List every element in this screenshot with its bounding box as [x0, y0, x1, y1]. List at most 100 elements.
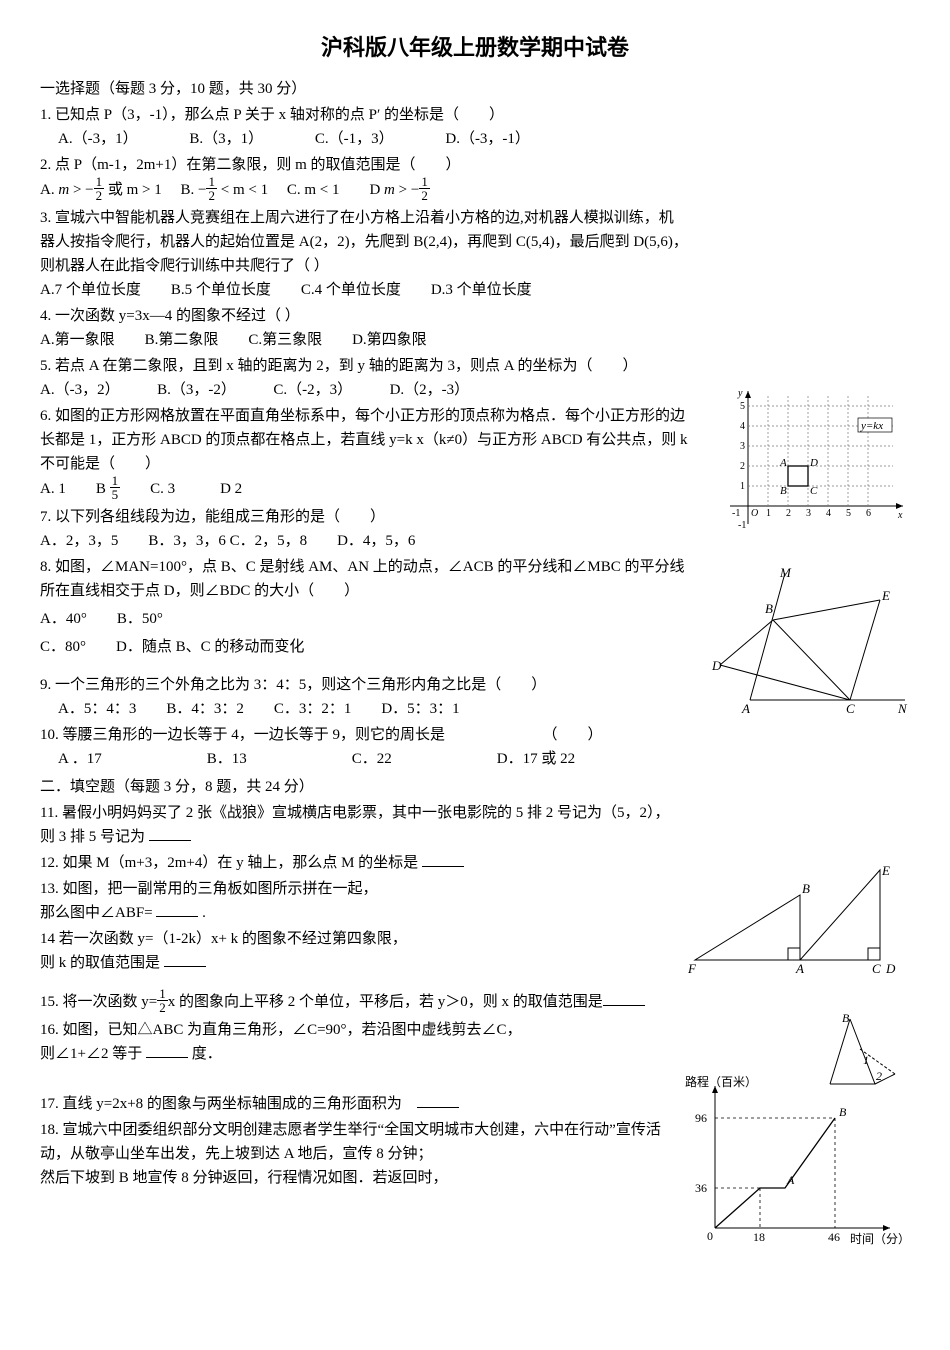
svg-text:5: 5 [740, 401, 745, 412]
q2-frac-b-num: 1 [206, 175, 217, 189]
q15-post: x 的图象向上平移 2 个单位，平移后，若 y＞0，则 x 的取值范围是 [168, 994, 603, 1010]
q2-frac-d-den: 2 [419, 189, 430, 202]
svg-text:1: 1 [740, 481, 745, 492]
svg-text:-1: -1 [738, 520, 746, 531]
q2-frac-d-num: 1 [419, 175, 430, 189]
q16-blank [146, 1043, 188, 1058]
q11-blank [149, 826, 191, 841]
q12-stem: 12. 如果 M（m+3，2m+4）在 y 轴上，那么点 M 的坐标是 [40, 855, 422, 871]
q6-grid-svg: A D B C y=kx -1 1 2 3 4 5 6 1 2 [720, 386, 910, 536]
q2-a-pre: A. [40, 182, 58, 198]
q1-opt-a: A.（-3，1） [58, 127, 138, 151]
q13-tail: . [198, 905, 206, 921]
svg-text:5: 5 [846, 508, 851, 519]
svg-text:A: A [741, 701, 750, 716]
question-18: 路程（百米） 时间（分） 96 36 18 46 0 A B 18. 宣城六中团… [40, 1118, 910, 1190]
q4-stem: 4. 一次函数 y=3x―4 的图象不经过（ ） [40, 304, 910, 328]
q6-frac-num: 1 [110, 474, 121, 488]
q6-a: A. 1 B [40, 481, 110, 497]
q15-frac-num: 1 [157, 987, 168, 1001]
q15-pre: 15. 将一次函数 y= [40, 994, 157, 1010]
q15-frac-den: 2 [157, 1001, 168, 1014]
svg-text:C: C [846, 701, 855, 716]
q1-opt-b: B.（3，1） [189, 127, 263, 151]
q17-blank [417, 1093, 459, 1108]
q1-opt-d: D.（-3，-1） [445, 127, 530, 151]
q3-l3: 则机器人在此指令爬行训练中共爬行了（ ） [40, 254, 910, 278]
svg-text:D: D [809, 457, 818, 469]
q2-frac-a-num: 1 [94, 175, 105, 189]
q6-figure: A D B C y=kx -1 1 2 3 4 5 6 1 2 [720, 386, 910, 544]
q1-opt-c: C.（-1，3） [315, 127, 394, 151]
q16-l1: 16. 如图，已知△ABC 为直角三角形，∠C=90°，若沿图中虚线剪去∠C， [40, 1018, 910, 1042]
svg-text:6: 6 [866, 508, 871, 519]
q14-blank [164, 952, 206, 967]
question-15: 15. 将一次函数 y=12x 的图象向上平移 2 个单位，平移后，若 y＞0，… [40, 989, 910, 1016]
q16-l2-wrap: 则∠1+∠2 等于 度． [40, 1042, 910, 1066]
svg-text:N: N [897, 701, 908, 716]
svg-text:y=kx: y=kx [860, 420, 883, 432]
q1-stem: 1. 已知点 P（3，-1），那么点 P 关于 x 轴对称的点 P′ 的坐标是（… [40, 103, 910, 127]
q2-stem: 2. 点 P（m-1，2m+1）在第二象限，则 m 的取值范围是（ ） [40, 153, 910, 177]
svg-text:x: x [897, 510, 903, 521]
question-6: A D B C y=kx -1 1 2 3 4 5 6 1 2 [40, 404, 910, 503]
q6-c: C. 3 D 2 [120, 481, 242, 497]
svg-text:路程（百米）: 路程（百米） [685, 1074, 757, 1089]
svg-text:B: B [842, 1011, 850, 1025]
svg-text:F: F [687, 961, 697, 976]
q13-l2: 那么图中∠ABF= [40, 905, 156, 921]
q11-l1: 11. 暑假小明妈妈买了 2 张《战狼》宣城横店电影票，其中一张电影院的 5 排… [40, 801, 910, 825]
svg-text:1: 1 [863, 1053, 869, 1067]
q17-stem: 17. 直线 y=2x+8 的图象与两坐标轴围成的三角形面积为 [40, 1096, 417, 1112]
q3-opts: A.7 个单位长度 B.5 个单位长度 C.4 个单位长度 D.3 个单位长度 [40, 278, 910, 302]
svg-text:A: A [786, 1173, 795, 1187]
question-3: 3. 宣城六中智能机器人竞赛组在上周六进行了在小方格上沿着小方格的边,对机器人模… [40, 206, 910, 302]
question-4: 4. 一次函数 y=3x―4 的图象不经过（ ） A.第一象限 B.第二象限 C… [40, 304, 910, 352]
q13-svg: E B F A C D [680, 865, 910, 975]
svg-text:时间（分）: 时间（分） [850, 1232, 910, 1246]
svg-text:3: 3 [806, 508, 811, 519]
exam-title: 沪科版八年级上册数学期中试卷 [40, 30, 910, 65]
svg-text:B: B [839, 1105, 847, 1119]
svg-text:M: M [779, 565, 792, 580]
q2-b-pre: B. [166, 182, 199, 198]
question-10: 10. 等腰三角形的一边长等于 4，一边长等于 9，则它的周长是 （ ） A ．… [40, 723, 910, 771]
svg-text:B: B [802, 881, 810, 896]
section-2-heading: 二．填空题（每题 3 分，8 题，共 24 分） [40, 775, 910, 799]
question-1: 1. 已知点 P（3，-1），那么点 P 关于 x 轴对称的点 P′ 的坐标是（… [40, 103, 910, 151]
q2-b-txt: < m < 1 [217, 182, 268, 198]
svg-text:D: D [711, 658, 722, 673]
q13-blank [156, 902, 198, 917]
svg-text:C: C [872, 961, 881, 976]
q1-options: A.（-3，1） B.（3，1） C.（-1，3） D.（-3，-1） [58, 127, 910, 151]
q15-blank [603, 991, 645, 1006]
q6-frac-den: 5 [110, 488, 121, 501]
svg-text:A: A [795, 961, 804, 976]
svg-text:3: 3 [740, 441, 745, 452]
svg-text:18: 18 [753, 1230, 765, 1244]
q13-figure: E B F A C D [680, 865, 910, 983]
question-13: E B F A C D 13. 如图，把一副常用的三角板如图所示拼在一起， 那么… [40, 877, 910, 925]
q2-options: A. m > −12 或 m > 1 B. −12 < m < 1 C. m <… [40, 177, 910, 204]
q4-opts: A.第一象限 B.第二象限 C.第三象限 D.第四象限 [40, 328, 910, 352]
svg-text:B: B [780, 485, 787, 497]
svg-text:2: 2 [740, 461, 745, 472]
svg-text:46: 46 [828, 1230, 840, 1244]
q8-figure: M E B D A C N [710, 565, 910, 723]
q16-tail: 度． [188, 1046, 222, 1062]
svg-text:1: 1 [766, 508, 771, 519]
question-2: 2. 点 P（m-1，2m+1）在第二象限，则 m 的取值范围是（ ） A. m… [40, 153, 910, 204]
q5-stem: 5. 若点 A 在第二象限，且到 x 轴的距离为 2，到 y 轴的距离为 3，则… [40, 354, 910, 378]
q8-svg: M E B D A C N [710, 565, 910, 715]
svg-text:O: O [751, 508, 758, 519]
q12-blank [422, 852, 464, 867]
q14-l2: 则 k 的取值范围是 [40, 955, 164, 971]
svg-text:0: 0 [707, 1229, 713, 1243]
q11-l2: 则 3 排 5 号记为 [40, 825, 910, 849]
svg-text:36: 36 [695, 1181, 707, 1195]
svg-text:4: 4 [826, 508, 831, 519]
q2-frac-a-den: 2 [94, 189, 105, 202]
svg-text:96: 96 [695, 1111, 707, 1125]
q11-l2-text: 则 3 排 5 号记为 [40, 829, 149, 845]
svg-text:D: D [885, 961, 896, 976]
